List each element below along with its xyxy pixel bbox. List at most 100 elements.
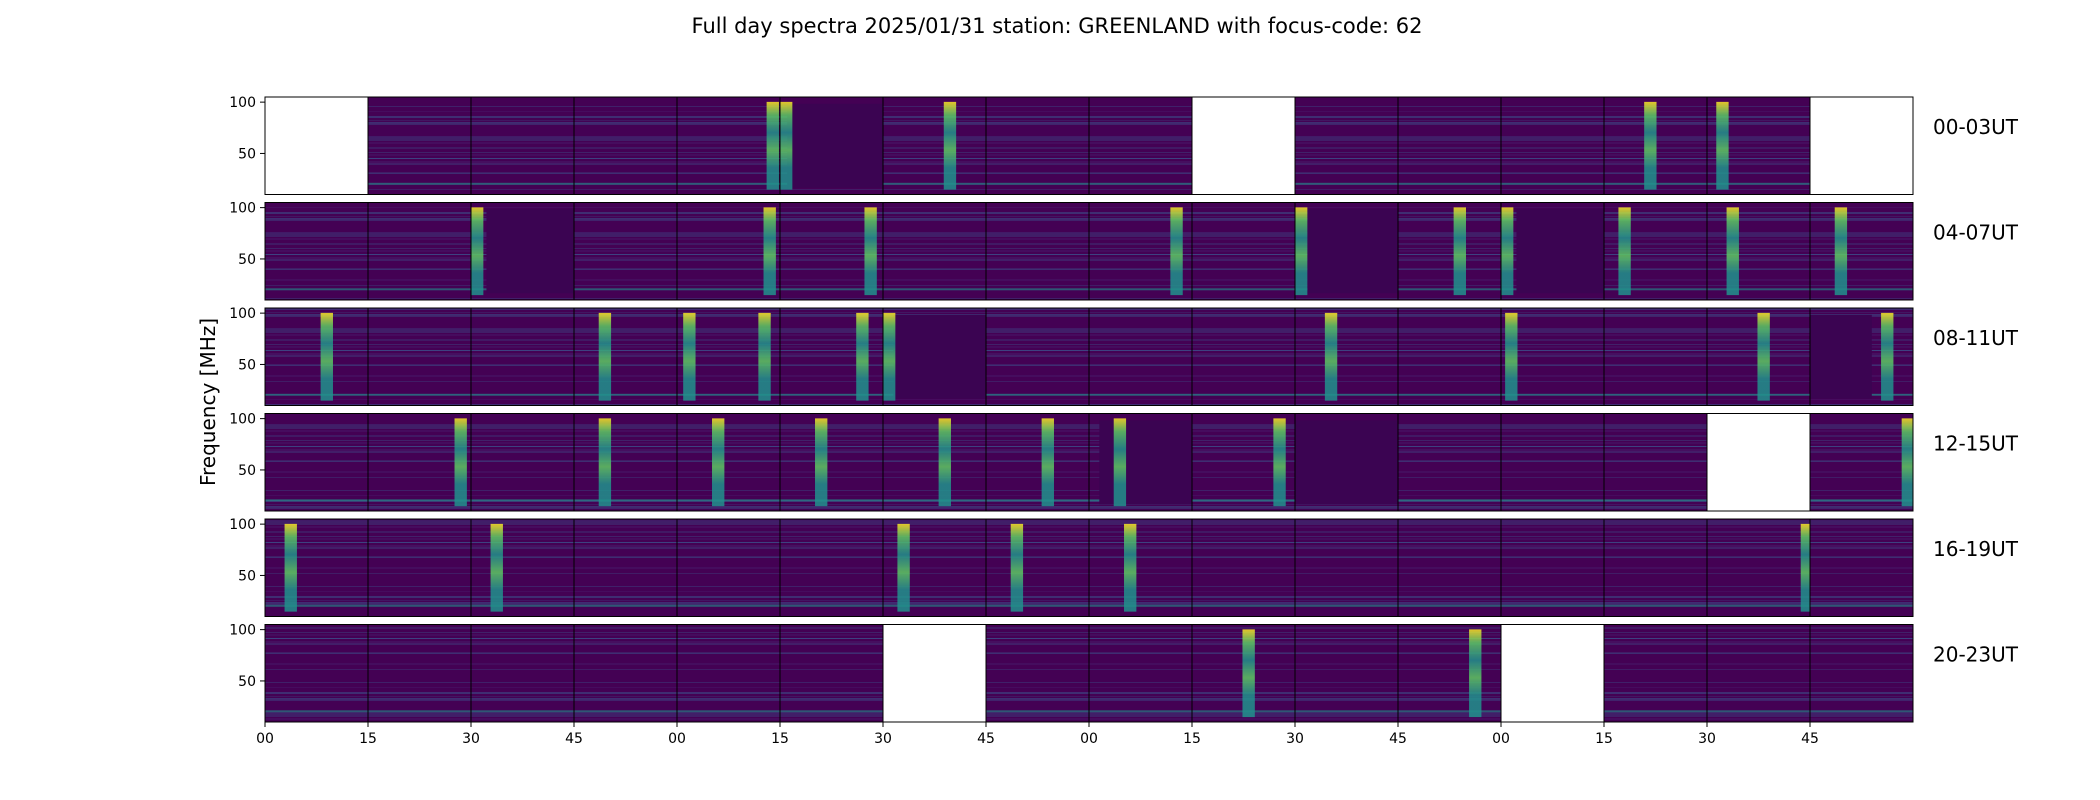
x-tick-label: 30 <box>874 731 892 747</box>
low-freq-band <box>1398 393 1501 396</box>
spectrogram-panel <box>779 202 884 301</box>
burst-signal <box>284 523 297 612</box>
burst-signal <box>1716 101 1729 190</box>
spectrogram-cell <box>368 413 471 511</box>
spectrogram-cell <box>1089 624 1192 722</box>
spectrogram-panel <box>882 96 987 195</box>
spectrogram-panel <box>1603 307 1708 406</box>
burst-signal <box>1242 629 1255 718</box>
burst-signal <box>1757 312 1770 401</box>
spectrogram-cell <box>677 519 780 617</box>
spectrogram-panel <box>1603 96 1708 195</box>
spectrogram-cell <box>1707 202 1810 300</box>
row-time-label: 08-11UT <box>1933 326 2019 350</box>
spectrogram-panel <box>1809 202 1914 301</box>
spectrogram-panel <box>779 413 884 512</box>
spectrogram-panel <box>573 202 678 301</box>
spectrogram-panel <box>1809 518 1914 617</box>
spectrogram-panel <box>1809 413 1914 512</box>
panel-frame <box>1809 518 1914 617</box>
row-time-label: 16-19UT <box>1933 537 2019 561</box>
low-freq-band <box>574 393 677 396</box>
x-tick-label: 00 <box>1492 731 1510 747</box>
spectra-row-16-19UT: 50 100 16-19UT <box>229 517 2019 617</box>
spectrogram-panel <box>1088 307 1193 406</box>
spectrogram-panel <box>985 307 1090 406</box>
low-freq-band <box>1604 604 1707 607</box>
burst-signal <box>1505 312 1518 401</box>
low-freq-band <box>1089 604 1192 607</box>
spectrogram-panel <box>367 307 472 406</box>
spectrogram-panel <box>1088 624 1193 723</box>
spectrogram-cell <box>677 624 780 722</box>
empty-cell <box>1192 97 1295 195</box>
low-freq-band <box>677 499 780 502</box>
spectrogram-panel <box>882 518 987 617</box>
spectra-row-08-11UT: 50 100 08-11UT <box>229 306 2019 406</box>
spectrogram-panel <box>1809 624 1914 723</box>
y-tick-label: 100 <box>229 201 256 217</box>
spectrogram-cell <box>1089 97 1192 195</box>
low-freq-band <box>677 393 780 396</box>
low-freq-band <box>780 499 883 502</box>
spectrogram-cell <box>368 624 471 722</box>
burst-signal <box>1644 101 1657 190</box>
low-freq-band <box>1398 499 1501 502</box>
low-freq-band <box>1501 604 1604 607</box>
burst-signal <box>1800 523 1810 612</box>
spectrogram-panel <box>1500 307 1605 406</box>
low-freq-band <box>883 288 986 291</box>
spectrogram-cell <box>1192 308 1295 406</box>
spectrogram-cell <box>1810 202 1913 300</box>
spectrogram-panel <box>1397 624 1502 723</box>
empty-cell <box>1707 413 1810 511</box>
low-freq-band <box>1398 604 1501 607</box>
spectrogram-cell <box>986 97 1089 195</box>
spectrogram-cell <box>471 97 574 195</box>
burst-signal <box>490 523 503 612</box>
spectrogram-panel <box>573 307 678 406</box>
spectrogram-cell <box>1707 519 1810 617</box>
spectrogram-cell <box>1398 308 1501 406</box>
burst-signal <box>1170 207 1183 296</box>
spectrogram-cell <box>265 519 368 617</box>
spectrogram-panel <box>1706 307 1811 406</box>
spectrogram-cell <box>986 624 1089 722</box>
missing-panel <box>1809 96 1914 195</box>
spectrogram-cell <box>368 308 471 406</box>
low-freq-band <box>368 288 471 291</box>
low-freq-band <box>780 710 883 713</box>
attenuated-block <box>1295 420 1398 505</box>
spectrogram-panel <box>1500 96 1605 195</box>
spectrogram-panel <box>1397 413 1502 512</box>
burst-signal <box>897 523 910 612</box>
empty-cell <box>265 97 368 195</box>
missing-panel <box>1500 624 1605 723</box>
spectrogram-cell <box>780 624 883 722</box>
x-tick-label: 00 <box>1080 731 1098 747</box>
spectrogram-panel <box>676 413 781 512</box>
low-freq-band <box>1089 393 1192 396</box>
spectrogram-panel <box>1706 96 1811 195</box>
spectrogram-panel <box>1088 202 1193 301</box>
spectrogram-cell <box>1398 413 1501 511</box>
spectrogram-cell <box>1398 202 1501 300</box>
burst-signal <box>1501 207 1514 296</box>
spectrogram-panel <box>882 202 987 301</box>
x-tick-label: 30 <box>1698 731 1716 747</box>
spectrogram-panel <box>1603 413 1708 512</box>
spectrogram-cell <box>1501 413 1604 511</box>
burst-signal <box>1124 523 1137 612</box>
low-freq-band <box>265 604 368 607</box>
low-freq-band <box>1810 499 1913 502</box>
missing-panel <box>264 96 369 195</box>
spectrogram-panel <box>882 307 987 406</box>
spectrogram-panel <box>985 96 1090 195</box>
spectrogram-panel <box>1603 202 1708 301</box>
low-freq-band <box>574 182 677 185</box>
spectrogram-panel <box>264 202 369 301</box>
spectrogram-panel <box>1191 307 1296 406</box>
burst-signal <box>758 312 771 401</box>
low-freq-band <box>1810 710 1913 713</box>
